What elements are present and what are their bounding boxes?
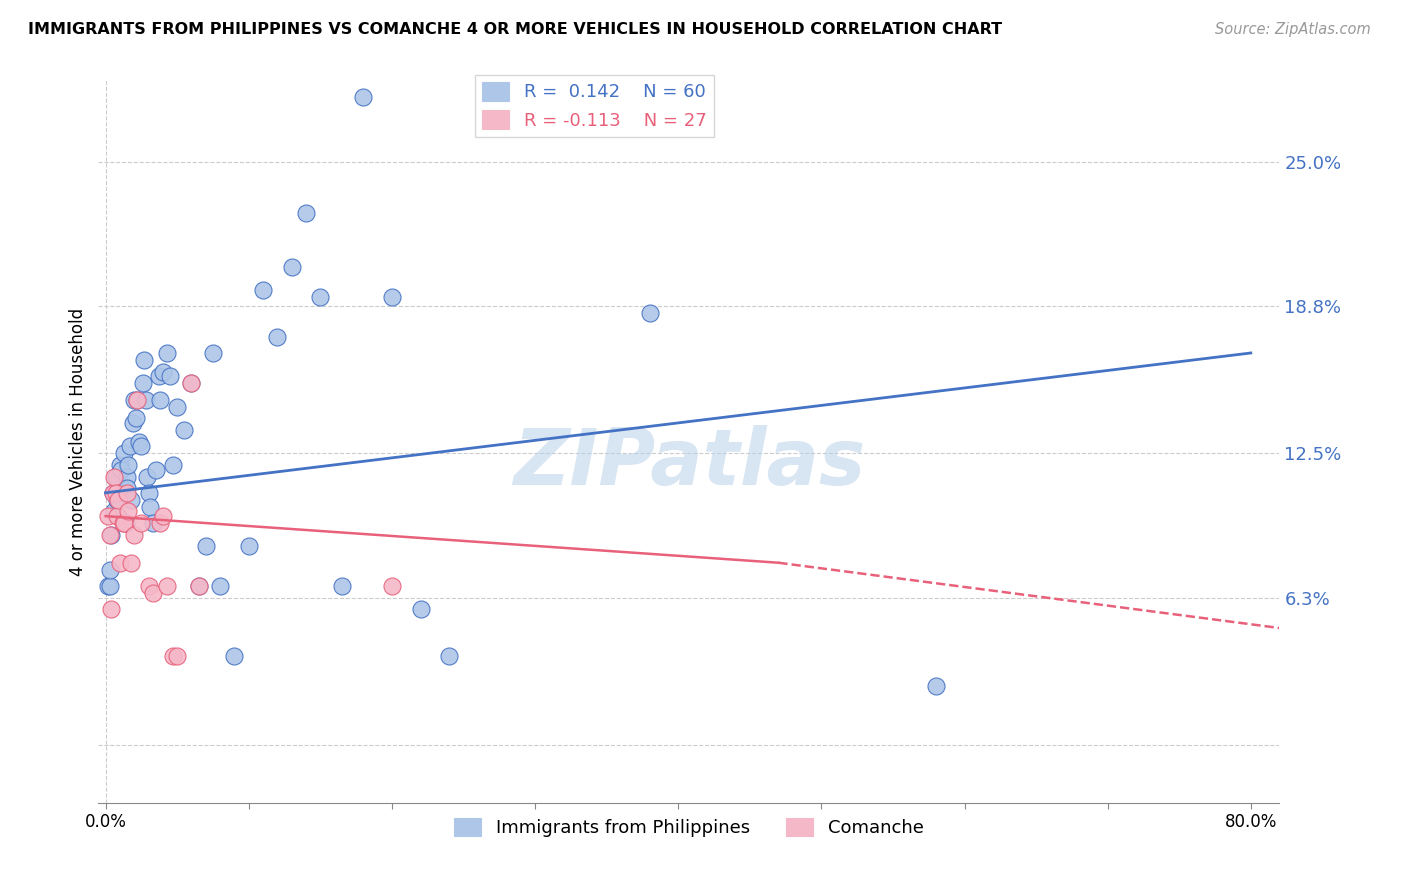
Point (138, 485, 160, 500)
Point (136, 469, 159, 483)
Point (180, 376, 202, 391)
Point (139, 500, 162, 514)
Point (409, 602, 432, 616)
Point (638, 306, 661, 320)
Point (180, 376, 202, 391)
Point (148, 369, 170, 384)
Point (252, 283, 274, 297)
Point (238, 540, 260, 554)
Point (120, 492, 142, 507)
Point (187, 579, 209, 593)
Point (112, 446, 135, 460)
Point (159, 369, 181, 384)
Point (352, 89, 374, 103)
Point (131, 439, 153, 453)
Point (114, 516, 136, 530)
Point (194, 540, 217, 554)
Point (98, 528, 121, 542)
Point (166, 648, 188, 663)
Point (118, 439, 141, 453)
Point (149, 516, 172, 530)
Point (152, 365, 174, 379)
Point (107, 509, 129, 524)
Point (925, 679, 948, 693)
Point (156, 579, 179, 593)
Point (105, 509, 128, 524)
Point (162, 648, 184, 663)
Point (110, 462, 132, 476)
Point (152, 509, 174, 524)
Point (295, 206, 318, 220)
Point (437, 648, 460, 663)
Point (112, 516, 135, 530)
Text: ZIPatlas: ZIPatlas (513, 425, 865, 501)
Point (330, 579, 353, 593)
Point (166, 400, 188, 414)
Point (145, 462, 167, 476)
Point (117, 458, 139, 472)
Point (132, 376, 155, 391)
Point (149, 392, 172, 407)
Point (107, 492, 129, 507)
Point (381, 579, 404, 593)
Text: IMMIGRANTS FROM PHILIPPINES VS COMANCHE 4 OR MORE VEHICLES IN HOUSEHOLD CORRELAT: IMMIGRANTS FROM PHILIPPINES VS COMANCHE … (28, 22, 1002, 37)
Point (142, 516, 165, 530)
Point (122, 392, 145, 407)
Point (381, 290, 404, 304)
Point (135, 392, 157, 407)
Point (98, 579, 121, 593)
Point (105, 492, 128, 507)
Point (100, 528, 122, 542)
Point (309, 290, 332, 304)
Point (104, 485, 127, 500)
Point (104, 469, 127, 483)
Point (100, 602, 122, 616)
Point (125, 392, 148, 407)
Y-axis label: 4 or more Vehicles in Household: 4 or more Vehicles in Household (69, 308, 87, 575)
Point (162, 458, 184, 472)
Point (108, 458, 131, 472)
Point (125, 392, 148, 407)
Point (131, 516, 153, 530)
Point (128, 434, 150, 449)
Point (224, 648, 246, 663)
Point (266, 329, 288, 343)
Point (120, 556, 142, 570)
Point (101, 485, 124, 500)
Point (103, 469, 125, 483)
Point (124, 411, 146, 425)
Point (98, 563, 121, 577)
Point (156, 346, 179, 360)
Point (108, 556, 131, 570)
Point (117, 504, 139, 518)
Point (101, 485, 124, 500)
Point (209, 579, 232, 593)
Point (115, 485, 138, 500)
Point (103, 504, 125, 518)
Point (121, 416, 143, 430)
Point (111, 485, 134, 500)
Point (122, 528, 145, 542)
Point (111, 516, 134, 530)
Point (142, 586, 165, 600)
Point (97, 579, 120, 593)
Point (115, 481, 138, 495)
Text: Source: ZipAtlas.com: Source: ZipAtlas.com (1215, 22, 1371, 37)
Point (201, 346, 224, 360)
Point (97, 509, 120, 524)
Legend: R =  0.142    N = 60, R = -0.113    N = 27: R = 0.142 N = 60, R = -0.113 N = 27 (475, 75, 714, 137)
Point (187, 579, 209, 593)
Point (173, 423, 195, 437)
Point (134, 353, 156, 368)
Point (280, 260, 302, 274)
Point (115, 469, 138, 483)
Point (138, 579, 160, 593)
